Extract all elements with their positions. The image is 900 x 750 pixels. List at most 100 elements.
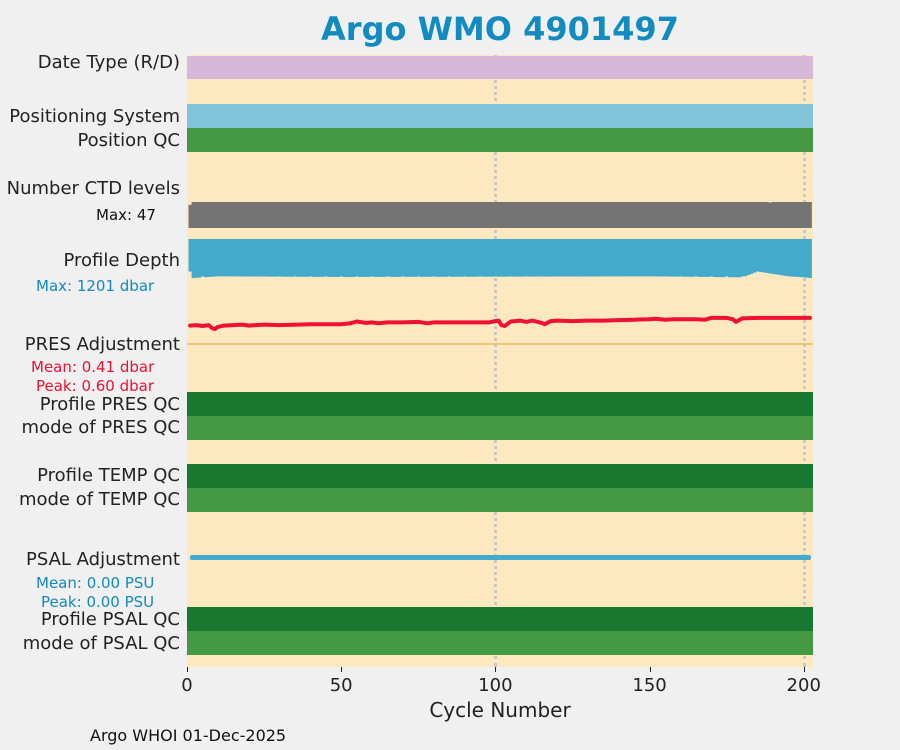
ctd-bar (512, 202, 516, 228)
ctd-bar (805, 202, 809, 228)
ctd-max-text: Max: 47 (96, 206, 156, 224)
depth-bar (392, 239, 396, 277)
depth-bar (496, 239, 501, 277)
depth-bar (336, 239, 341, 277)
depth-bar (364, 239, 368, 277)
depth-bar (660, 239, 664, 277)
ctd-bar (200, 202, 205, 228)
ctd-bar (533, 202, 538, 228)
ctd-bar (762, 202, 766, 228)
depth-bar (395, 239, 399, 277)
ctd-bar (413, 202, 418, 228)
depth-bar (370, 239, 374, 277)
ctd-bar (395, 202, 399, 228)
depth-bar (685, 239, 689, 277)
ctd-bar (530, 202, 535, 228)
ctd-bar (666, 202, 671, 228)
depth-bar (777, 239, 782, 275)
ctd-bar (731, 202, 735, 228)
ctd-bar (274, 202, 279, 228)
depth-bar (783, 239, 788, 276)
ctd-bar (314, 202, 319, 228)
depth-bar (453, 239, 458, 277)
ctd-bar (277, 202, 282, 228)
depth-bar (546, 239, 550, 277)
depth-bar (789, 239, 794, 277)
depth-bar (367, 239, 371, 277)
depth-bar (626, 239, 630, 277)
depth-bar (657, 239, 661, 277)
depth-bar (225, 239, 230, 277)
ctd-bar (407, 202, 411, 228)
ctd-bar (333, 202, 337, 228)
ctd-bar (284, 202, 288, 228)
depth-bar (472, 239, 476, 277)
label-mode-temp-qc: mode of TEMP QC (18, 489, 180, 510)
depth-bar (515, 239, 519, 277)
ctd-bar (712, 202, 717, 228)
ctd-bar (709, 202, 714, 228)
ctd-bar (422, 202, 427, 228)
ctd-bar (438, 202, 442, 228)
depth-bar (247, 239, 251, 277)
ctd-bar (219, 202, 223, 228)
ctd-bar (543, 202, 547, 228)
ctd-bar (783, 202, 788, 228)
profile-temp-qc-band (187, 464, 813, 488)
depth-bar (197, 239, 202, 278)
ctd-bar (376, 202, 381, 228)
depth-bar (462, 239, 467, 277)
ctd-bar (604, 202, 609, 228)
ctd-bar (299, 202, 304, 228)
ctd-bar (382, 202, 387, 228)
depth-bar (614, 239, 618, 277)
depth-bar (435, 239, 439, 277)
ctd-bar (524, 202, 529, 228)
depth-bar (802, 239, 806, 278)
depth-bar (240, 239, 245, 277)
x-tick-label: 0 (181, 675, 193, 696)
depth-bar (743, 239, 748, 277)
ctd-bar (632, 202, 637, 228)
depth-bar (456, 239, 461, 277)
depth-bar (604, 239, 609, 277)
depth-bar (574, 239, 578, 277)
depth-bar (512, 239, 516, 277)
psal-adjustment-line (190, 555, 811, 560)
ctd-bar (725, 202, 729, 228)
ctd-bar (330, 202, 334, 228)
x-tick-label: 50 (329, 675, 353, 696)
depth-bar (691, 239, 695, 277)
depth-bar (256, 239, 260, 277)
depth-bar (740, 239, 745, 277)
ctd-bar (638, 202, 643, 228)
ctd-bar (685, 202, 689, 228)
ctd-bar (324, 202, 328, 228)
depth-bar (299, 239, 304, 277)
depth-bar (617, 239, 621, 277)
grid-line-100 (494, 55, 498, 667)
ctd-bar (561, 202, 566, 228)
depth-bar (351, 239, 356, 277)
depth-bar (302, 239, 307, 277)
depth-bar (327, 239, 331, 277)
ctd-bar (194, 202, 199, 228)
ctd-bar (623, 202, 627, 228)
depth-bar (447, 239, 452, 277)
ctd-bar (367, 202, 371, 228)
depth-bar (305, 239, 310, 277)
ctd-bar (780, 202, 785, 228)
ctd-bar (718, 202, 723, 228)
ctd-bar (715, 202, 720, 228)
depth-bar (231, 239, 236, 277)
ctd-bar (336, 202, 341, 228)
depth-bar (509, 239, 513, 277)
footer-credit: Argo WHOI 01-Dec-2025 (90, 726, 287, 745)
depth-bar (755, 239, 760, 272)
depth-bar (410, 239, 415, 277)
ctd-bar (589, 202, 593, 228)
ctd-bar (611, 202, 615, 228)
ctd-bar (601, 202, 606, 228)
ctd-bar (355, 202, 359, 228)
ctd-bar (740, 202, 745, 228)
